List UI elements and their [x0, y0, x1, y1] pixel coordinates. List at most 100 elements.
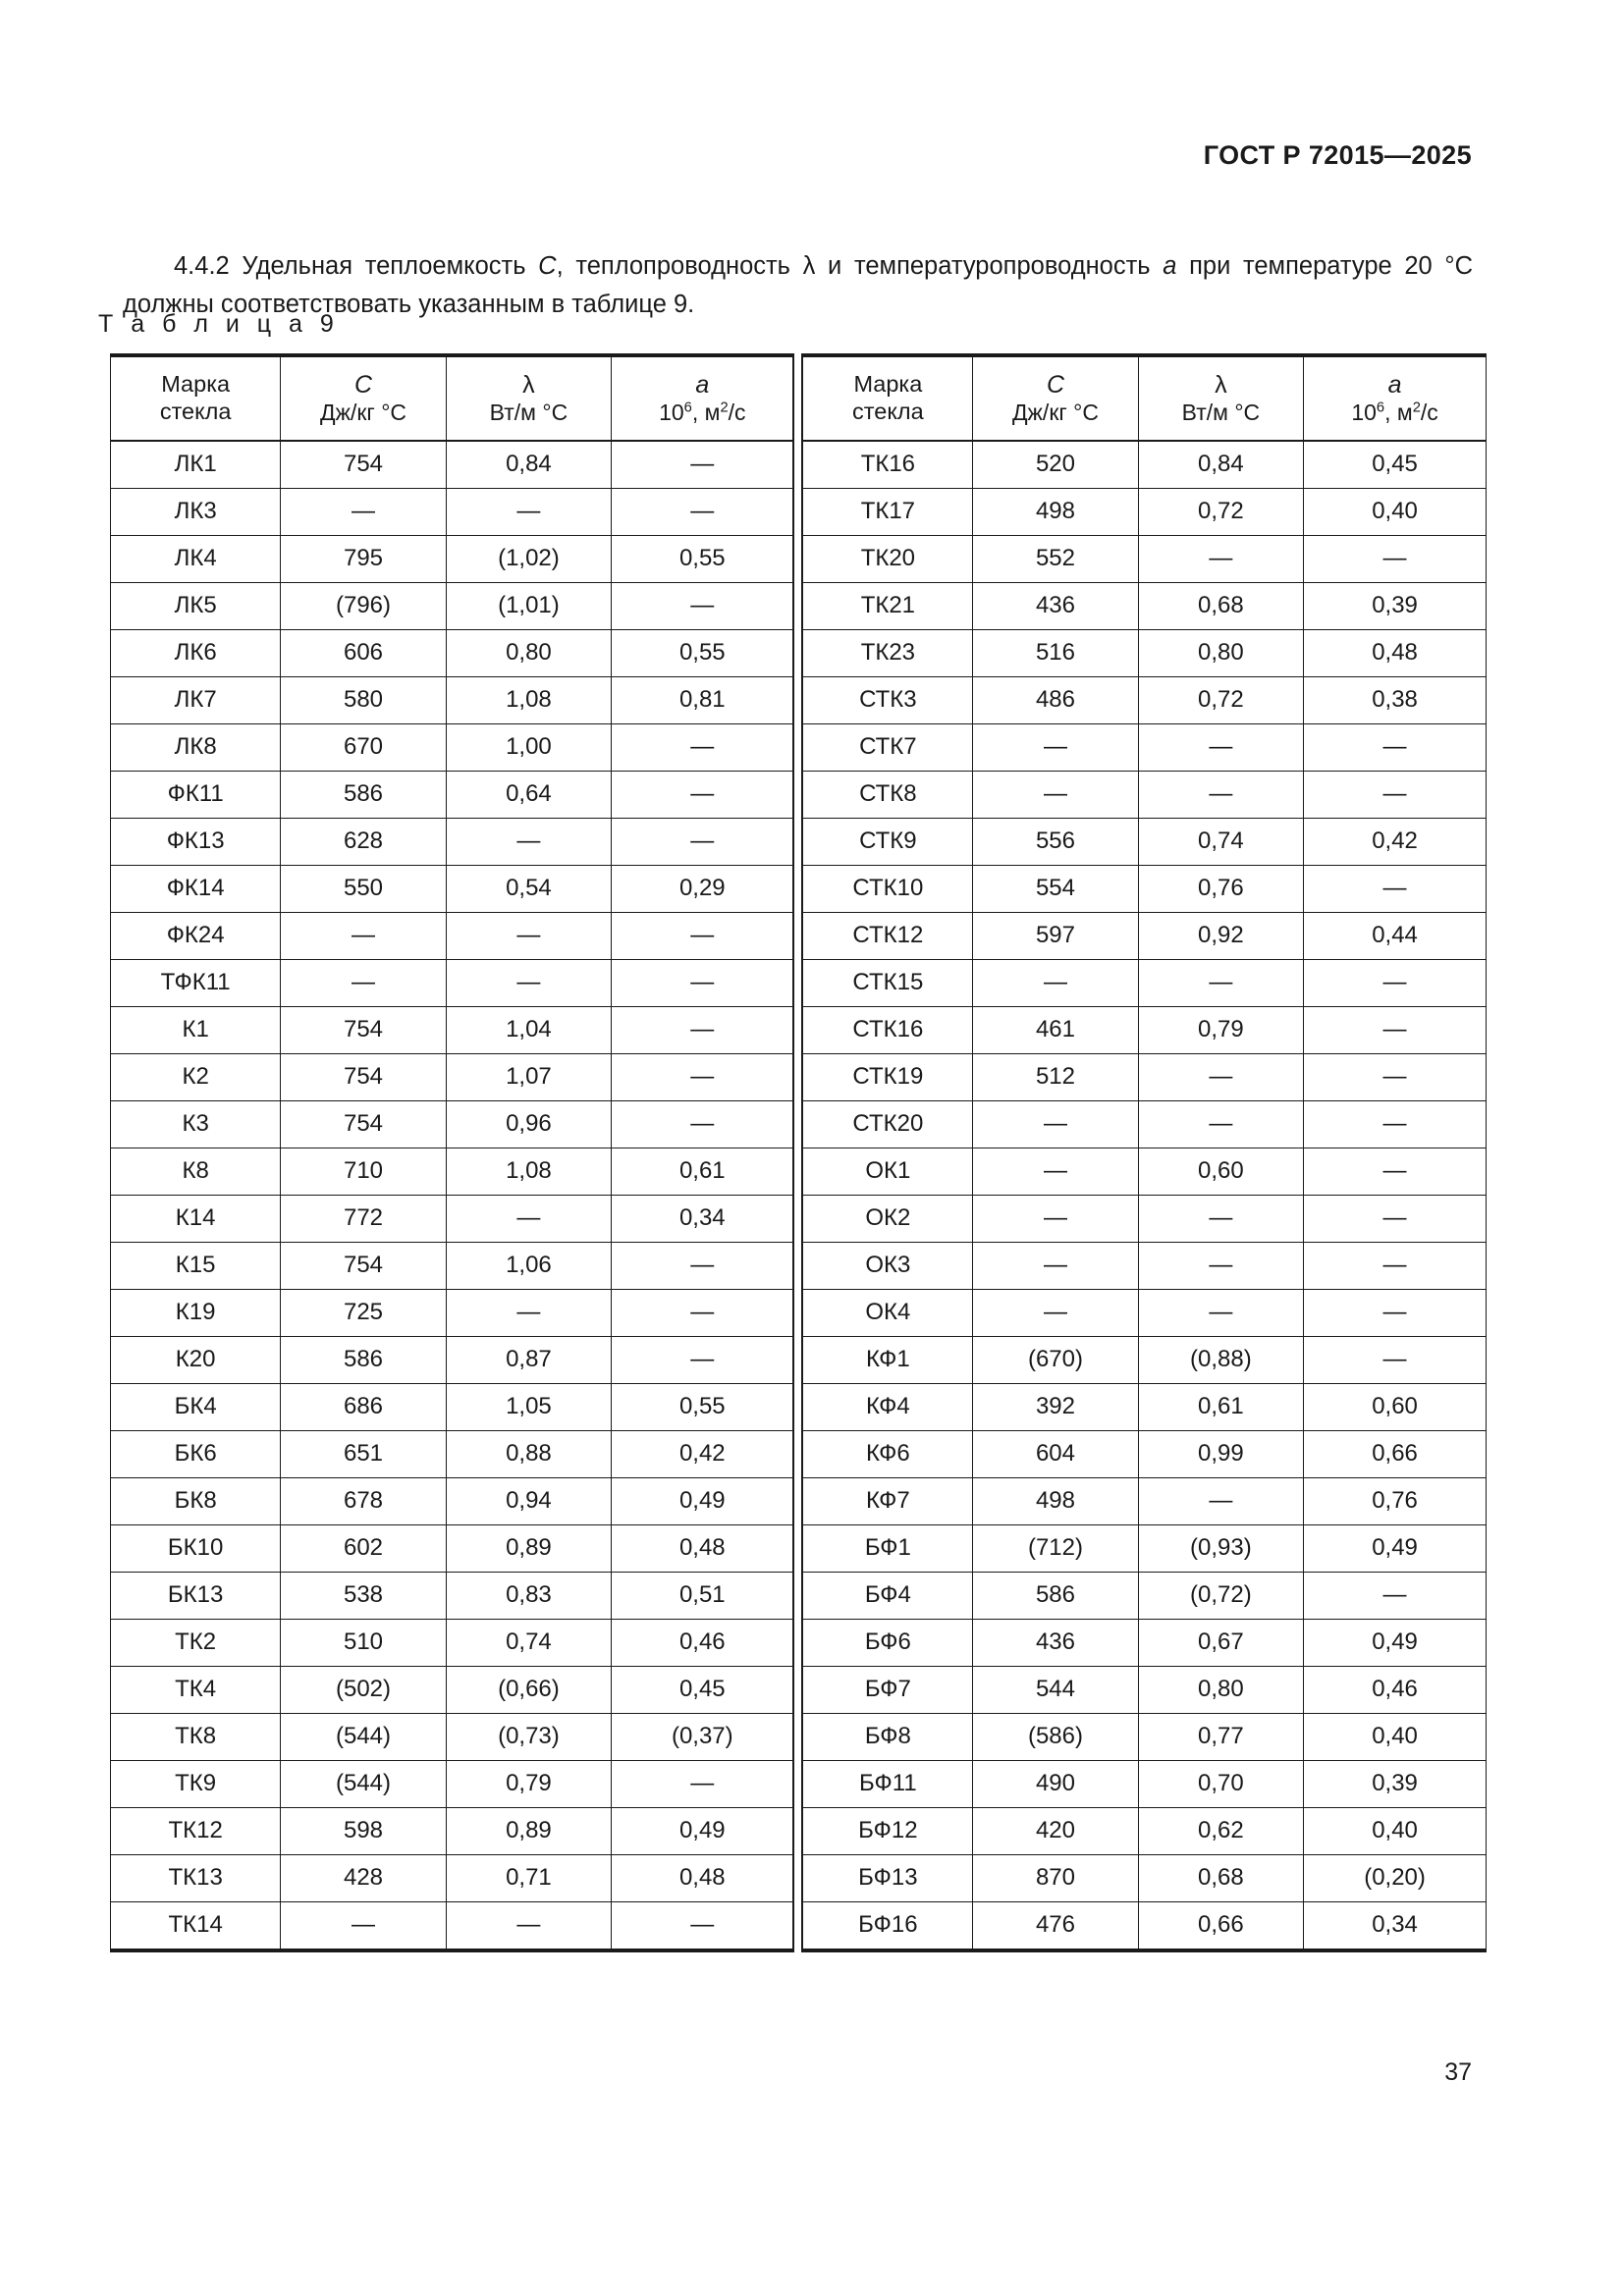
- cell-right-thermal-diffusivity: —: [1303, 1100, 1487, 1148]
- cell-left-thermal-diffusivity: —: [611, 1760, 795, 1808]
- cell-right-heat-capacity: 597: [972, 912, 1139, 960]
- header-lambda-symbol-right: λ: [1215, 370, 1227, 399]
- cell-left-glass-mark: К1: [109, 1006, 282, 1054]
- cell-right-heat-capacity: 512: [972, 1053, 1139, 1101]
- cell-right-heat-capacity: 420: [972, 1807, 1139, 1855]
- cell-left-thermal-conductivity: 0,89: [445, 1524, 613, 1573]
- cell-right-thermal-conductivity: —: [1137, 959, 1305, 1007]
- header-mark-line2: стекла: [159, 399, 232, 424]
- cell-right-thermal-diffusivity: —: [1303, 1572, 1487, 1620]
- cell-left-thermal-conductivity: (1,01): [445, 582, 613, 630]
- table-halves-gap: [793, 1902, 802, 1951]
- cell-right-glass-mark: КФ7: [801, 1477, 974, 1525]
- table-halves-gap: [793, 441, 802, 489]
- table-row: ЛК5 (796) (1,01) — ТК21 436 0,68 0,39: [109, 582, 1487, 630]
- table-row: ТК12 598 0,89 0,49 БФ12 420 0,62 0,40: [109, 1807, 1487, 1855]
- cell-right-thermal-diffusivity: 0,39: [1303, 582, 1487, 630]
- table-halves-gap: [793, 630, 802, 677]
- cell-left-heat-capacity: 795: [280, 535, 447, 583]
- cell-right-heat-capacity: 461: [972, 1006, 1139, 1054]
- cell-left-thermal-diffusivity: 0,49: [611, 1807, 795, 1855]
- table-row: ТК13 428 0,71 0,48 БФ13 870 0,68 (0,20): [109, 1854, 1487, 1902]
- cell-left-thermal-conductivity: —: [445, 912, 613, 960]
- cell-right-thermal-diffusivity: —: [1303, 1195, 1487, 1243]
- cell-right-heat-capacity: 556: [972, 818, 1139, 866]
- table-halves-gap: [793, 1196, 802, 1243]
- header-a-symbol: a: [695, 370, 710, 399]
- cell-right-heat-capacity: (712): [972, 1524, 1139, 1573]
- table-row: ЛК7 580 1,08 0,81 СТК3 486 0,72 0,38: [109, 676, 1487, 724]
- cell-left-thermal-diffusivity: (0,37): [611, 1713, 795, 1761]
- cell-left-thermal-conductivity: 1,07: [445, 1053, 613, 1101]
- table-halves-gap: [793, 1290, 802, 1337]
- cell-right-thermal-diffusivity: (0,20): [1303, 1854, 1487, 1902]
- cell-left-thermal-diffusivity: —: [611, 488, 795, 536]
- cell-right-heat-capacity: (670): [972, 1336, 1139, 1384]
- table-halves-gap: [793, 1478, 802, 1525]
- column-header-a-left: a 106, м2/с: [611, 353, 795, 442]
- cell-left-glass-mark: ЛК1: [109, 440, 282, 489]
- cell-right-heat-capacity: 604: [972, 1430, 1139, 1478]
- cell-right-thermal-diffusivity: 0,40: [1303, 488, 1487, 536]
- header-a-unit-right: 106, м2/с: [1351, 400, 1438, 426]
- table-halves-gap: [793, 1054, 802, 1101]
- table-halves-gap: [793, 866, 802, 913]
- cell-left-glass-mark: К19: [109, 1289, 282, 1337]
- cell-right-heat-capacity: —: [972, 723, 1139, 772]
- cell-right-thermal-diffusivity: —: [1303, 865, 1487, 913]
- cell-left-glass-mark: ФК11: [109, 771, 282, 819]
- cell-right-thermal-diffusivity: —: [1303, 959, 1487, 1007]
- cell-left-heat-capacity: 754: [280, 1053, 447, 1101]
- cell-right-thermal-diffusivity: 0,49: [1303, 1619, 1487, 1667]
- cell-left-glass-mark: БК6: [109, 1430, 282, 1478]
- table-halves-gap: [793, 913, 802, 960]
- header-c-symbol: C: [353, 370, 373, 399]
- cell-right-glass-mark: СТК19: [801, 1053, 974, 1101]
- cell-right-heat-capacity: —: [972, 959, 1139, 1007]
- cell-right-glass-mark: СТК3: [801, 676, 974, 724]
- cell-right-thermal-conductivity: 0,70: [1137, 1760, 1305, 1808]
- header-c-unit: Дж/кг °С: [320, 400, 407, 426]
- cell-left-thermal-diffusivity: 0,34: [611, 1195, 795, 1243]
- cell-left-glass-mark: К14: [109, 1195, 282, 1243]
- table-row: ТК4 (502) (0,66) 0,45 БФ7 544 0,80 0,46: [109, 1666, 1487, 1714]
- cell-left-thermal-diffusivity: 0,55: [611, 535, 795, 583]
- cell-left-glass-mark: К8: [109, 1148, 282, 1196]
- symbol-diffusivity: a: [1163, 251, 1177, 280]
- cell-right-thermal-diffusivity: 0,34: [1303, 1901, 1487, 1952]
- cell-right-thermal-diffusivity: 0,39: [1303, 1760, 1487, 1808]
- cell-left-thermal-diffusivity: —: [611, 1901, 795, 1952]
- cell-left-thermal-diffusivity: —: [611, 1100, 795, 1148]
- table-caption: Т а б л и ц а 9: [98, 310, 340, 338]
- cell-left-glass-mark: БК10: [109, 1524, 282, 1573]
- cell-left-heat-capacity: 686: [280, 1383, 447, 1431]
- cell-right-thermal-diffusivity: 0,46: [1303, 1666, 1487, 1714]
- cell-right-glass-mark: БФ7: [801, 1666, 974, 1714]
- table-body: ЛК1 754 0,84— ТК16 520 0,84 0,45 ЛК3— — — ТК17 498 0…: [109, 440, 1487, 1952]
- cell-right-thermal-conductivity: (0,72): [1137, 1572, 1305, 1620]
- table-halves-gap: [793, 1148, 802, 1196]
- cell-right-heat-capacity: 516: [972, 629, 1139, 677]
- table-row: К20 586 0,87— КФ1 (670) (0,88) —: [109, 1336, 1487, 1384]
- cell-right-glass-mark: СТК20: [801, 1100, 974, 1148]
- cell-right-heat-capacity: 486: [972, 676, 1139, 724]
- cell-left-glass-mark: ТФК11: [109, 959, 282, 1007]
- column-header-mark-left: Марка стекла: [109, 353, 282, 442]
- cell-left-thermal-conductivity: 0,79: [445, 1760, 613, 1808]
- table-row: ФК11 586 0,64— СТК8— — —: [109, 771, 1487, 819]
- column-header-mark-right: Марка стекла: [801, 353, 974, 442]
- table-row: ФК14 550 0,54 0,29 СТК10 554 0,76—: [109, 865, 1487, 913]
- cell-right-thermal-conductivity: (0,93): [1137, 1524, 1305, 1573]
- header-a-symbol-right: a: [1387, 370, 1402, 399]
- cell-left-thermal-conductivity: 0,71: [445, 1854, 613, 1902]
- cell-left-thermal-conductivity: —: [445, 1195, 613, 1243]
- cell-right-thermal-diffusivity: 0,76: [1303, 1477, 1487, 1525]
- cell-right-glass-mark: СТК16: [801, 1006, 974, 1054]
- cell-right-thermal-conductivity: 0,80: [1137, 1666, 1305, 1714]
- table-row: БК13 538 0,83 0,51 БФ4 586 (0,72) —: [109, 1572, 1487, 1620]
- cell-left-heat-capacity: 586: [280, 771, 447, 819]
- table-row: ТК2 510 0,74 0,46 БФ6 436 0,67 0,49: [109, 1619, 1487, 1667]
- header-mark-line1-right: Марка: [853, 371, 923, 398]
- table-halves-gap: [793, 489, 802, 536]
- cell-left-thermal-conductivity: —: [445, 818, 613, 866]
